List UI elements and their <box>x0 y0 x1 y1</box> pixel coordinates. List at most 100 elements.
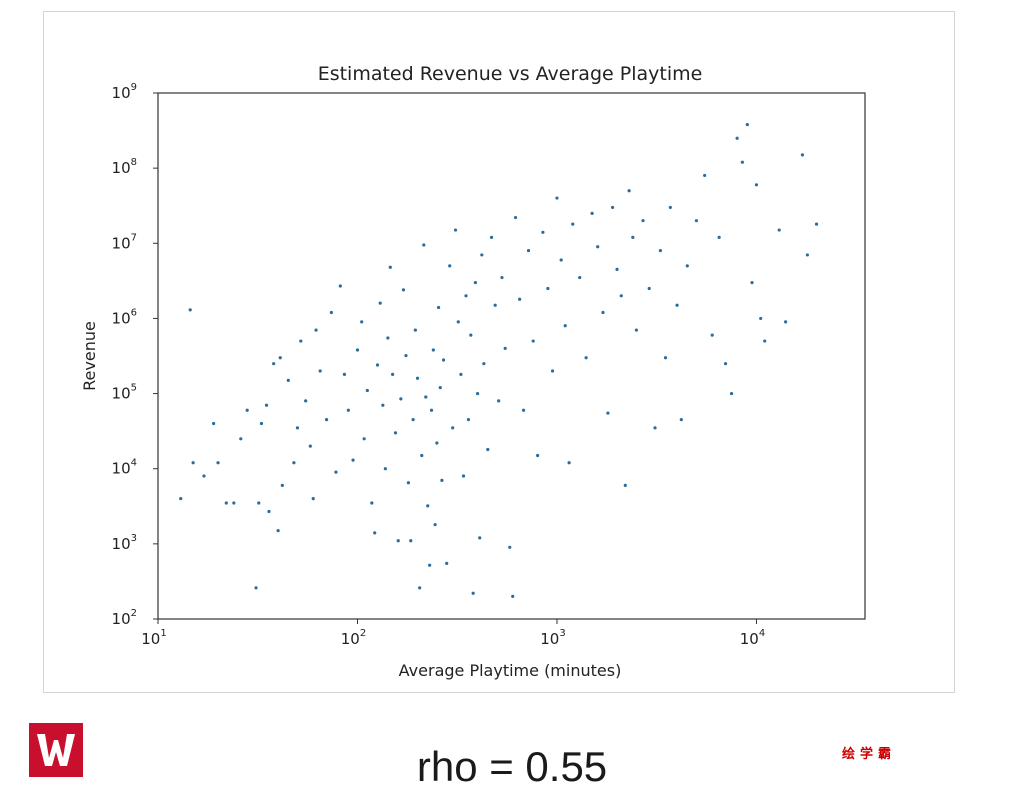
x-axis-label: Average Playtime (minutes) <box>399 661 622 680</box>
data-point <box>212 421 216 426</box>
data-point <box>511 594 515 598</box>
data-point <box>391 372 395 376</box>
data-point <box>615 267 619 271</box>
y-tick-label: 107 <box>112 232 137 252</box>
data-point <box>805 253 809 257</box>
figure-frame <box>43 11 955 693</box>
data-point <box>272 362 276 366</box>
data-point <box>191 461 195 465</box>
data-point <box>486 447 490 452</box>
data-point <box>546 286 550 291</box>
data-point <box>311 497 315 501</box>
data-point <box>318 369 322 373</box>
data-point <box>216 461 220 465</box>
data-point <box>280 483 284 487</box>
data-point <box>668 205 672 210</box>
data-point <box>559 258 563 262</box>
data-point <box>360 320 364 324</box>
data-point <box>497 399 501 403</box>
data-point <box>619 294 623 298</box>
y-tick-label: 108 <box>112 157 137 177</box>
data-point <box>641 219 645 223</box>
data-point <box>784 320 788 324</box>
data-point <box>396 539 400 543</box>
data-point <box>393 431 398 435</box>
data-point <box>489 235 494 239</box>
data-point <box>388 265 392 269</box>
data-point <box>729 391 734 396</box>
data-point <box>267 509 271 514</box>
data-point <box>777 228 781 232</box>
data-point <box>404 354 408 358</box>
data-point <box>179 497 183 501</box>
data-point <box>422 243 426 247</box>
data-point <box>304 399 308 403</box>
data-point <box>295 426 300 430</box>
data-point <box>254 586 258 590</box>
data-point <box>723 362 728 366</box>
data-point <box>658 248 663 253</box>
x-axis-ticks: 101 102 103 104 <box>141 619 765 648</box>
data-point <box>480 253 484 257</box>
data-point <box>735 136 739 140</box>
data-point <box>710 333 714 337</box>
data-point <box>478 536 482 540</box>
data-point <box>308 444 312 448</box>
data-point <box>571 222 575 226</box>
data-point <box>800 153 805 157</box>
y-tick-label: 104 <box>112 458 137 478</box>
data-point <box>541 230 545 234</box>
points-layer <box>179 122 819 598</box>
data-point <box>675 303 679 307</box>
data-point <box>259 421 264 426</box>
data-point <box>627 189 631 193</box>
data-point <box>362 437 366 441</box>
data-point <box>426 504 430 508</box>
data-point <box>436 305 441 310</box>
y-axis-ticks: 102 103 104 105 106 107 108 109 <box>112 82 158 628</box>
data-point <box>355 348 360 352</box>
data-point <box>453 228 458 232</box>
data-point <box>433 523 437 527</box>
data-point <box>292 461 296 465</box>
data-point <box>513 215 518 220</box>
data-point <box>531 339 535 343</box>
data-point <box>401 288 406 292</box>
data-point <box>679 418 683 422</box>
data-point <box>239 437 243 441</box>
data-point <box>411 418 415 422</box>
data-point <box>745 122 749 127</box>
data-point <box>493 303 497 307</box>
data-point <box>482 362 486 366</box>
correlation-stat: rho = 0.55 <box>416 743 608 790</box>
data-point <box>381 403 385 407</box>
data-point <box>342 372 347 376</box>
data-point <box>440 478 444 482</box>
data-point <box>754 183 759 187</box>
data-point <box>563 324 567 328</box>
brand-watermark: 绘学霸 <box>842 747 897 762</box>
data-point <box>278 356 282 360</box>
data-point <box>448 264 452 268</box>
y-tick-label: 109 <box>112 82 137 102</box>
data-point <box>521 408 526 412</box>
data-point <box>694 219 699 223</box>
data-point <box>459 372 463 376</box>
data-point <box>759 316 763 321</box>
data-point <box>429 408 434 412</box>
data-point <box>245 408 249 412</box>
data-point <box>471 591 475 595</box>
data-point <box>373 531 377 535</box>
data-point <box>584 356 588 360</box>
data-point <box>351 458 355 462</box>
data-point <box>473 280 477 285</box>
data-point <box>461 474 466 478</box>
data-point <box>663 356 668 360</box>
data-point <box>346 408 350 412</box>
data-point <box>653 426 657 430</box>
data-point <box>623 483 627 487</box>
data-point <box>378 301 382 305</box>
data-point <box>703 173 707 178</box>
data-point <box>314 328 318 332</box>
data-point <box>224 501 228 505</box>
